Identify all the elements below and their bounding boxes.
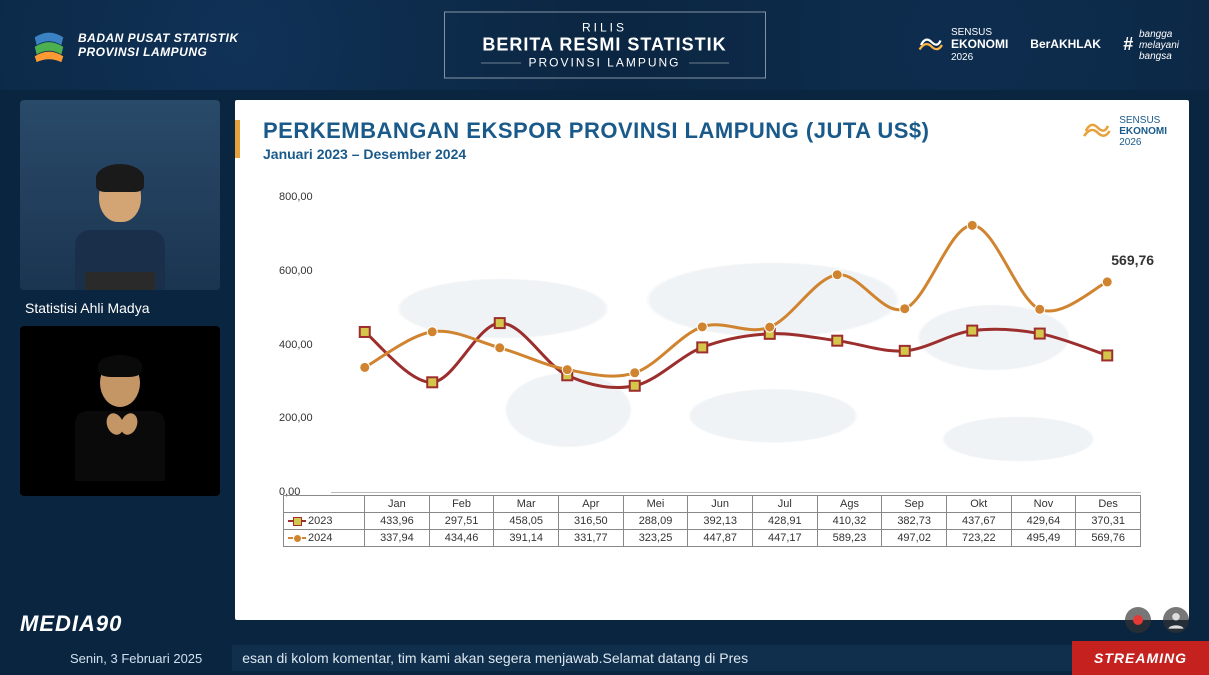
- data-cell: 495,49: [1011, 530, 1076, 547]
- data-cell: 323,25: [623, 530, 688, 547]
- month-header: Mei: [623, 496, 688, 513]
- slide-sensus-badge: SENSUS EKONOMI 2026: [1079, 114, 1167, 148]
- participant-button[interactable]: [1163, 607, 1189, 633]
- month-header: Sep: [882, 496, 947, 513]
- presentation-slide: PERKEMBANGAN EKSPOR PROVINSI LAMPUNG (JU…: [235, 100, 1189, 620]
- title-main: BERITA RESMI STATISTIK: [472, 35, 736, 56]
- data-cell: 434,46: [429, 530, 494, 547]
- stream-controls: [1125, 607, 1189, 633]
- month-header: Jan: [365, 496, 430, 513]
- record-button[interactable]: [1125, 607, 1151, 633]
- org-line1: BADAN PUSAT STATISTIK: [78, 31, 239, 45]
- title-small: RILIS: [472, 21, 736, 35]
- stream-header: BADAN PUSAT STATISTIK PROVINSI LAMPUNG R…: [0, 0, 1209, 90]
- chart-data-table: JanFebMarAprMeiJunJulAgsSepOktNovDes 2023…: [283, 495, 1141, 547]
- berakhlak-badge: BerAKHLAK: [1030, 38, 1101, 51]
- data-cell: 437,67: [946, 513, 1011, 530]
- broadcast-date: Senin, 3 Februari 2025: [0, 651, 202, 666]
- sensus-ekonomi-badge: SENSUS EKONOMI 2026: [915, 27, 1008, 62]
- title-sub: PROVINSI LAMPUNG: [472, 56, 736, 70]
- series-label: 2023: [284, 513, 365, 530]
- interpreter-figure: [65, 341, 175, 481]
- data-cell: 569,76: [1076, 530, 1141, 547]
- interpreter-video[interactable]: [20, 326, 220, 496]
- data-cell: 370,31: [1076, 513, 1141, 530]
- data-cell: 497,02: [882, 530, 947, 547]
- org-line2: PROVINSI LAMPUNG: [78, 45, 239, 59]
- data-cell: 428,91: [753, 513, 818, 530]
- y-tick: 200,00: [279, 412, 313, 424]
- y-tick: 400,00: [279, 339, 313, 351]
- month-header: Apr: [559, 496, 624, 513]
- bps-mark-icon: [30, 26, 68, 64]
- chart-lines: [331, 197, 1141, 492]
- month-header: Feb: [429, 496, 494, 513]
- presenter-figure: [70, 160, 170, 290]
- media90-watermark: MEDIA90: [20, 611, 122, 637]
- month-header: Des: [1076, 496, 1141, 513]
- month-header: Mar: [494, 496, 559, 513]
- left-column: Statistisi Ahli Madya: [20, 100, 220, 620]
- slide-title: PERKEMBANGAN EKSPOR PROVINSI LAMPUNG (JU…: [263, 118, 1161, 144]
- title-accent: [235, 120, 240, 158]
- bottom-bar: Senin, 3 Februari 2025 esan di kolom kom…: [0, 641, 1209, 675]
- data-cell: 723,22: [946, 530, 1011, 547]
- data-cell: 391,14: [494, 530, 559, 547]
- data-cell: 331,77: [559, 530, 624, 547]
- chart-callout: 569,76: [1111, 252, 1154, 268]
- month-header: Jul: [753, 496, 818, 513]
- data-cell: 392,13: [688, 513, 753, 530]
- data-cell: 382,73: [882, 513, 947, 530]
- month-header: Nov: [1011, 496, 1076, 513]
- month-header: Jun: [688, 496, 753, 513]
- sensus-icon: [1079, 114, 1113, 148]
- data-cell: 288,09: [623, 513, 688, 530]
- presenter-video[interactable]: [20, 100, 220, 290]
- stream-content: Statistisi Ahli Madya PERKEMBANGAN EKSPO…: [0, 90, 1209, 620]
- broadcast-title: RILIS BERITA RESMI STATISTIK PROVINSI LA…: [443, 12, 765, 79]
- bps-logo: BADAN PUSAT STATISTIK PROVINSI LAMPUNG: [30, 26, 239, 64]
- data-cell: 410,32: [817, 513, 882, 530]
- data-cell: 337,94: [365, 530, 430, 547]
- chart-plot-area: 0,00200,00400,00600,00800,00: [331, 197, 1141, 492]
- data-cell: 297,51: [429, 513, 494, 530]
- y-tick: 600,00: [279, 265, 313, 277]
- y-tick: 800,00: [279, 191, 313, 203]
- data-cell: 589,23: [817, 530, 882, 547]
- x-axis-line: [331, 492, 1141, 493]
- data-cell: 316,50: [559, 513, 624, 530]
- data-cell: 433,96: [365, 513, 430, 530]
- month-header: Ags: [817, 496, 882, 513]
- header-right: SENSUS EKONOMI 2026 BerAKHLAK # bangga m…: [915, 27, 1179, 62]
- month-header: Okt: [946, 496, 1011, 513]
- presenter-caption: Statistisi Ahli Madya: [20, 300, 220, 316]
- data-cell: 458,05: [494, 513, 559, 530]
- export-chart: 0,00200,00400,00600,00800,00 JanFebMarAp…: [263, 187, 1161, 547]
- data-cell: 447,17: [753, 530, 818, 547]
- streaming-badge: STREAMING: [1072, 641, 1209, 675]
- data-cell: 429,64: [1011, 513, 1076, 530]
- bangga-badge: # bangga melayani bangsa: [1123, 29, 1179, 62]
- sensus-icon: [915, 30, 945, 60]
- data-cell: 447,87: [688, 530, 753, 547]
- news-ticker: esan di kolom komentar, tim kami akan se…: [232, 645, 1072, 671]
- slide-subtitle: Januari 2023 – Desember 2024: [263, 146, 1161, 162]
- series-label: 2024: [284, 530, 365, 547]
